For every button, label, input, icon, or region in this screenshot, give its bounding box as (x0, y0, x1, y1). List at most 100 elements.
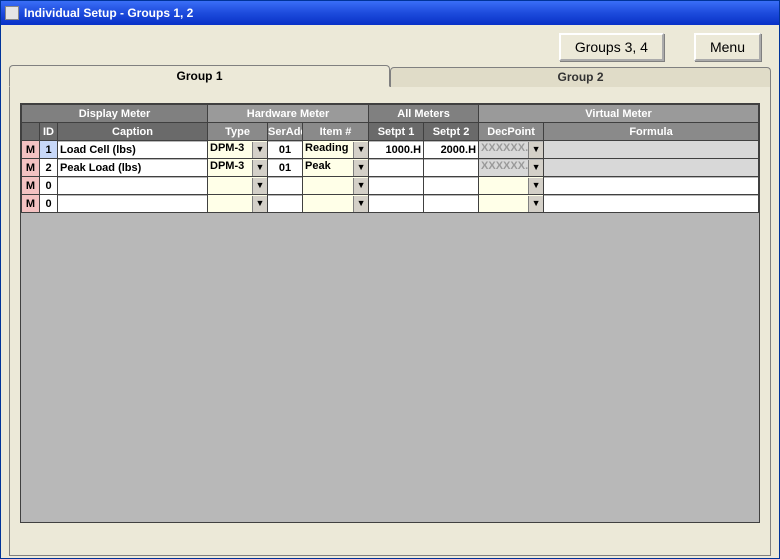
caption-cell (58, 195, 208, 213)
chevron-down-icon[interactable]: ▼ (528, 196, 543, 212)
window: Individual Setup - Groups 1, 2 Groups 3,… (0, 0, 780, 559)
setpt1-cell (369, 141, 424, 159)
setpt2-input[interactable] (424, 178, 478, 194)
meter-select-button[interactable]: M (22, 177, 40, 195)
id-cell: 2 (40, 159, 58, 177)
header-display-meter: Display Meter (22, 105, 208, 123)
seraddr-cell (268, 195, 303, 213)
tab-group-2[interactable]: Group 2 (390, 67, 771, 87)
chevron-down-icon[interactable]: ▼ (252, 142, 267, 158)
table-row: M0 ▼ ▼ ▼ (22, 195, 759, 213)
tabstrip: Group 1 Group 2 (9, 65, 771, 87)
meter-select-button[interactable]: M (22, 195, 40, 213)
setpt2-input[interactable] (424, 142, 478, 158)
chevron-down-icon[interactable]: ▼ (528, 178, 543, 194)
setpt1-input[interactable] (369, 142, 423, 158)
setpt2-cell (424, 177, 479, 195)
item-combo[interactable]: Peak▼ (303, 160, 368, 176)
meter-select-button[interactable]: M (22, 159, 40, 177)
groups-3-4-button[interactable]: Groups 3, 4 (559, 33, 664, 61)
item-cell: ▼ (303, 177, 369, 195)
meter-select-button[interactable]: M (22, 141, 40, 159)
chevron-down-icon: ▼ (528, 142, 543, 158)
setpt1-cell (369, 195, 424, 213)
setpt1-input[interactable] (369, 196, 423, 212)
col-decpoint: DecPoint (479, 123, 544, 141)
col-type: Type (208, 123, 268, 141)
decpoint-cell: XXXXXX.▼ (479, 159, 544, 177)
tab-label: Group 1 (176, 69, 222, 83)
seraddr-cell (268, 159, 303, 177)
seraddr-cell (268, 177, 303, 195)
formula-input[interactable] (544, 178, 758, 194)
chevron-down-icon[interactable]: ▼ (353, 178, 368, 194)
seraddr-cell (268, 141, 303, 159)
item-cell: ▼ (303, 195, 369, 213)
chevron-down-icon[interactable]: ▼ (353, 196, 368, 212)
type-combo[interactable]: ▼ (208, 178, 267, 194)
setpt1-input[interactable] (369, 178, 423, 194)
col-caption: Caption (58, 123, 208, 141)
col-id: ID (40, 123, 58, 141)
type-cell: DPM-3▼ (208, 141, 268, 159)
chevron-down-icon[interactable]: ▼ (252, 160, 267, 176)
type-combo[interactable]: DPM-3▼ (208, 160, 267, 176)
tab-label: Group 2 (557, 70, 603, 84)
caption-input[interactable] (58, 142, 207, 158)
formula-cell (544, 195, 759, 213)
chevron-down-icon: ▼ (528, 160, 543, 176)
caption-cell (58, 159, 208, 177)
type-combo[interactable]: DPM-3▼ (208, 142, 267, 158)
setpt1-cell (369, 159, 424, 177)
seraddr-input[interactable] (268, 160, 302, 176)
decpoint-combo: XXXXXX.▼ (479, 160, 543, 176)
window-title: Individual Setup - Groups 1, 2 (24, 6, 193, 20)
caption-cell (58, 177, 208, 195)
formula-cell (544, 159, 759, 177)
decpoint-cell: ▼ (479, 195, 544, 213)
type-combo[interactable]: ▼ (208, 196, 267, 212)
header-virtual-meter: Virtual Meter (479, 105, 759, 123)
table-row: M0 ▼ ▼ ▼ (22, 177, 759, 195)
formula-input[interactable] (544, 196, 758, 212)
decpoint-cell: ▼ (479, 177, 544, 195)
id-cell: 0 (40, 195, 58, 213)
col-seraddr: SerAddr (268, 123, 303, 141)
decpoint-combo[interactable]: ▼ (479, 196, 543, 212)
decpoint-combo[interactable]: ▼ (479, 178, 543, 194)
group-header-row: Display Meter Hardware Meter All Meters … (22, 105, 759, 123)
tab-group-1[interactable]: Group 1 (9, 65, 390, 87)
setpt1-cell (369, 177, 424, 195)
chevron-down-icon[interactable]: ▼ (353, 160, 368, 176)
seraddr-input[interactable] (268, 142, 302, 158)
chevron-down-icon[interactable]: ▼ (252, 178, 267, 194)
decpoint-cell: XXXXXX.▼ (479, 141, 544, 159)
formula-cell (544, 141, 759, 159)
setpt2-cell (424, 195, 479, 213)
id-cell: 0 (40, 177, 58, 195)
item-combo[interactable]: ▼ (303, 196, 368, 212)
item-cell: Reading▼ (303, 141, 369, 159)
chevron-down-icon[interactable]: ▼ (252, 196, 267, 212)
setpt2-input[interactable] (424, 196, 478, 212)
setpt2-input[interactable] (424, 160, 478, 176)
chevron-down-icon[interactable]: ▼ (353, 142, 368, 158)
item-cell: Peak▼ (303, 159, 369, 177)
column-header-row: ID Caption Type SerAddr Item # Setpt 1 S… (22, 123, 759, 141)
header-all-meters: All Meters (369, 105, 479, 123)
col-itemnum: Item # (303, 123, 369, 141)
id-cell: 1 (40, 141, 58, 159)
grid: Display Meter Hardware Meter All Meters … (20, 103, 760, 523)
col-setpt2: Setpt 2 (424, 123, 479, 141)
item-combo[interactable]: ▼ (303, 178, 368, 194)
formula-cell (544, 177, 759, 195)
caption-input[interactable] (58, 178, 207, 194)
seraddr-input[interactable] (268, 196, 302, 212)
caption-input[interactable] (58, 196, 207, 212)
item-combo[interactable]: Reading▼ (303, 142, 368, 158)
menu-button[interactable]: Menu (694, 33, 761, 61)
caption-input[interactable] (58, 160, 207, 176)
seraddr-input[interactable] (268, 178, 302, 194)
table-row: M2 DPM-3▼ Peak▼ XXXXXX.▼ (22, 159, 759, 177)
setpt1-input[interactable] (369, 160, 423, 176)
